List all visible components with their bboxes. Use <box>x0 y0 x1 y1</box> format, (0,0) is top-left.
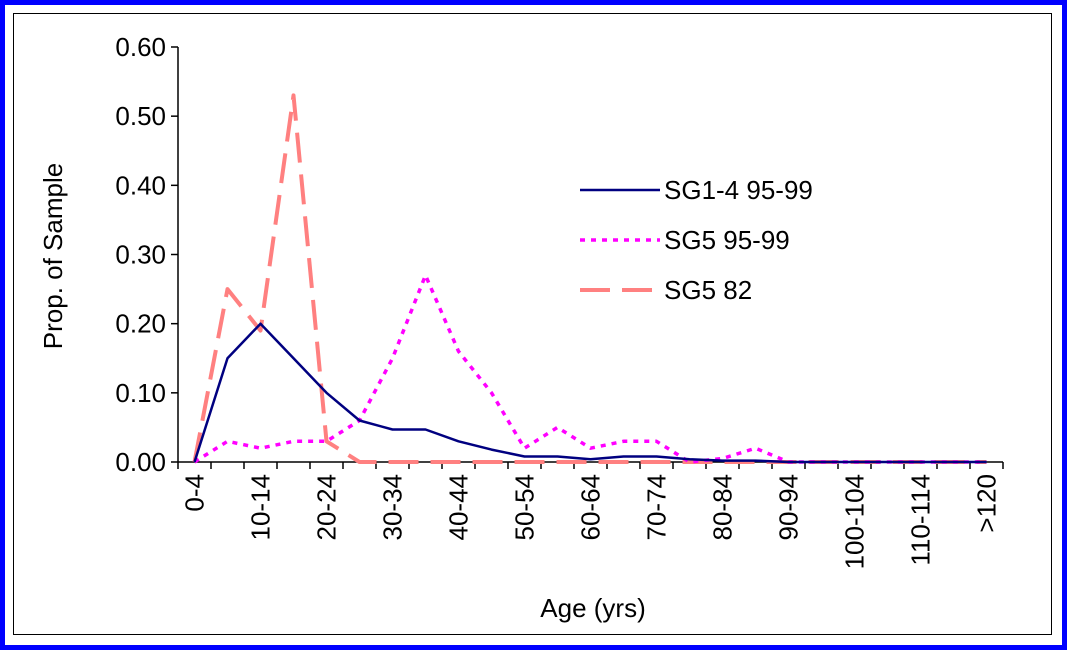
y-tick-label: 0.00 <box>115 447 166 477</box>
chart-area-border <box>13 13 1052 635</box>
y-axis-label: Prop. of Sample <box>38 163 68 349</box>
y-tick-label: 0.50 <box>115 101 166 131</box>
x-tick-label: 50-54 <box>510 474 540 541</box>
x-tick-label: 110-114 <box>906 474 936 566</box>
y-tick-label: 0.40 <box>115 170 166 200</box>
x-tick-label: >120 <box>972 474 1002 533</box>
x-tick-label: 10-14 <box>246 474 276 541</box>
x-axis-label: Age (yrs) <box>540 593 645 623</box>
x-tick-label: 70-74 <box>642 474 672 541</box>
y-tick-label: 0.10 <box>115 378 166 408</box>
y-tick-label: 0.60 <box>115 32 166 62</box>
x-tick-labels: 0-4 10-14 20-24 30-34 40-44 50-54 60-64 70-74 80… <box>180 474 1002 569</box>
series-lines <box>192 93 987 464</box>
series-line <box>192 93 987 464</box>
y-tick-label: 0.20 <box>115 309 166 339</box>
legend: SG1-4 95-99 SG5 95-99 SG5 82 <box>580 175 813 305</box>
legend-label: SG5 95-99 <box>664 225 790 255</box>
y-tick-label: 0.30 <box>115 240 166 270</box>
x-tick-label: 100-104 <box>840 474 870 569</box>
legend-label: SG1-4 95-99 <box>664 175 813 205</box>
x-tick-label: 30-34 <box>378 474 408 541</box>
legend-label: SG5 82 <box>664 275 752 305</box>
x-tick-label: 80-84 <box>708 474 738 541</box>
series-line <box>193 322 987 464</box>
x-tick-label: 0-4 <box>180 474 210 512</box>
x-tick-label: 40-44 <box>444 474 474 541</box>
y-tick-labels: 0.00 0.10 0.20 0.30 0.40 0.50 0.60 <box>115 32 166 477</box>
x-tick-label: 20-24 <box>312 474 342 541</box>
x-tick-label: 60-64 <box>576 474 606 541</box>
x-tick-label: 90-94 <box>774 474 804 541</box>
